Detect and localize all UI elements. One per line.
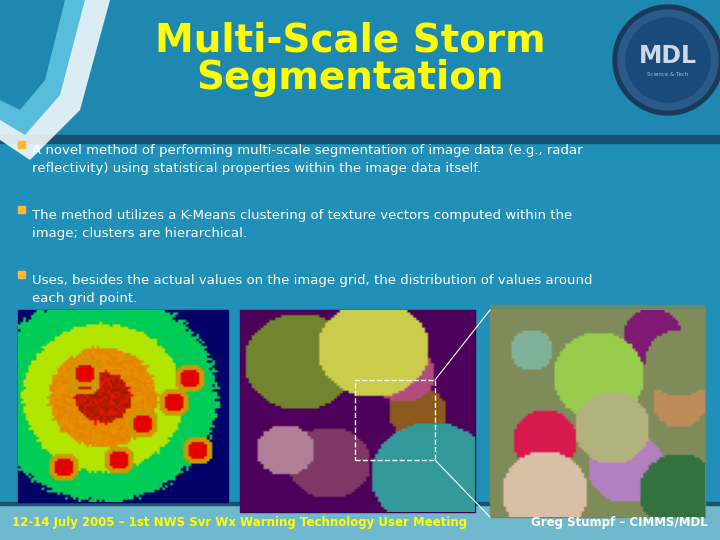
- Circle shape: [618, 10, 718, 110]
- Bar: [355, 380, 435, 460]
- Bar: [0, 505, 720, 540]
- Text: MDL: MDL: [639, 44, 697, 68]
- Bar: [0, 502, 720, 505]
- PathPatch shape: [0, 0, 85, 135]
- Bar: [18, 271, 25, 278]
- Text: Segmentation: Segmentation: [197, 59, 504, 97]
- Bar: [18, 310, 228, 502]
- Text: Multi-Scale Storm: Multi-Scale Storm: [155, 22, 545, 60]
- Bar: [18, 141, 25, 148]
- Circle shape: [626, 18, 710, 102]
- Bar: [0, 0, 720, 135]
- Text: 12-14 July 2005 – 1st NWS Svr Wx Warning Technology User Meeting: 12-14 July 2005 – 1st NWS Svr Wx Warning…: [12, 516, 467, 529]
- Bar: [0, 135, 720, 143]
- Text: A novel method of performing multi-scale segmentation of image data (e.g., radar: A novel method of performing multi-scale…: [32, 144, 582, 175]
- PathPatch shape: [0, 0, 65, 110]
- Bar: [490, 305, 705, 517]
- PathPatch shape: [0, 0, 110, 160]
- Bar: [18, 206, 25, 213]
- Bar: [240, 310, 475, 512]
- Circle shape: [613, 5, 720, 115]
- Text: Uses, besides the actual values on the image grid, the distribution of values ar: Uses, besides the actual values on the i…: [32, 274, 593, 305]
- Text: Greg Stumpf – CIMMS/MDL: Greg Stumpf – CIMMS/MDL: [531, 516, 708, 529]
- Text: Science & Tech: Science & Tech: [647, 71, 689, 77]
- Text: The method utilizes a K-Means clustering of texture vectors computed within the
: The method utilizes a K-Means clustering…: [32, 209, 572, 240]
